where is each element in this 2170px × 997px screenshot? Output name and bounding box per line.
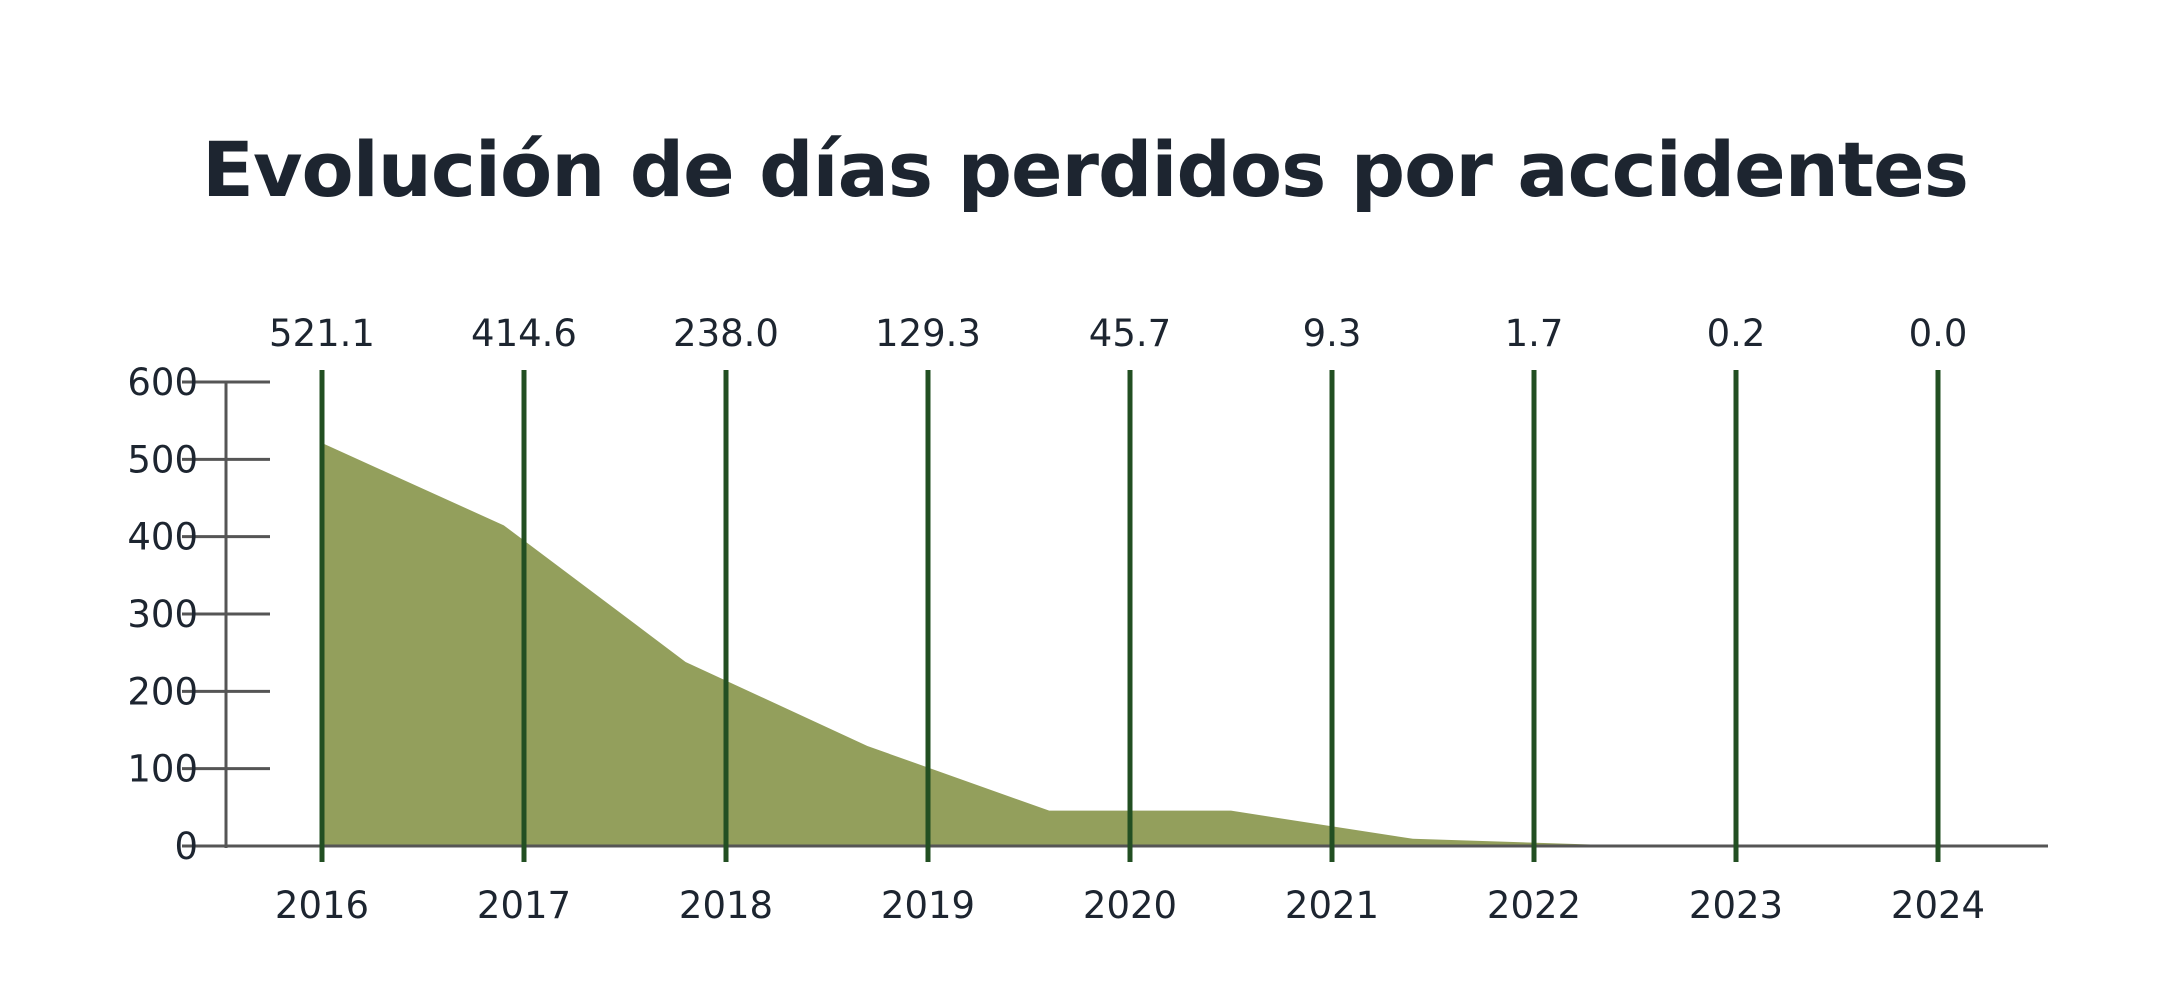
x-tick-label: 2018 [679, 884, 773, 927]
x-tick-label: 2016 [275, 884, 369, 927]
x-tick-label: 2019 [881, 884, 975, 927]
label-layer: 0 100 200 300 400 500 600 2016 521.1 2017 414.6 201… [127, 312, 1985, 927]
y-tick-label: 100 [127, 748, 198, 791]
value-label: 129.3 [875, 312, 981, 355]
x-tick-label: 2024 [1891, 884, 1985, 927]
area-series [322, 443, 1959, 846]
value-label: 0.2 [1707, 312, 1766, 355]
x-tick-label: 2023 [1689, 884, 1783, 927]
x-tick-label: 2022 [1487, 884, 1581, 927]
axis-layer [182, 380, 2048, 848]
value-label: 9.3 [1303, 312, 1362, 355]
y-tick-label: 300 [127, 593, 198, 636]
value-label: 414.6 [471, 312, 577, 355]
value-label: 0.0 [1909, 312, 1968, 355]
x-tick-label: 2020 [1083, 884, 1177, 927]
value-label: 45.7 [1089, 312, 1171, 355]
y-tick-label: 500 [127, 438, 198, 481]
y-tick-label: 400 [127, 516, 198, 559]
value-label: 238.0 [673, 312, 779, 355]
y-tick-label: 0 [174, 825, 198, 868]
y-tick-label: 200 [127, 670, 198, 713]
marker-layer [319, 370, 1941, 862]
value-label: 521.1 [269, 312, 375, 355]
area-layer [322, 443, 1959, 846]
x-tick-label: 2021 [1285, 884, 1379, 927]
value-label: 1.7 [1505, 312, 1564, 355]
x-tick-label: 2017 [477, 884, 571, 927]
chart-title: Evolución de días perdidos por accidente… [202, 125, 1969, 214]
y-tick-label: 600 [127, 361, 198, 404]
